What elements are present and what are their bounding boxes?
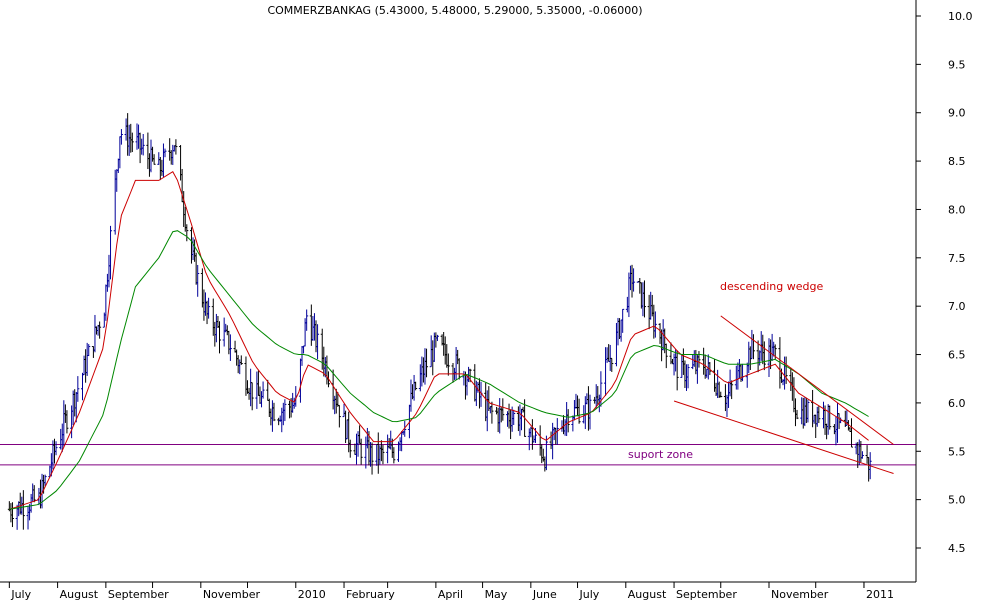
x-tick-label: August (628, 588, 667, 601)
x-tick-label: September (108, 588, 169, 601)
y-tick-label: 7.0 (948, 300, 966, 313)
y-tick-label: 8.5 (948, 155, 966, 168)
wedge-line-0 (720, 315, 894, 445)
y-tick-label: 4.5 (948, 542, 966, 555)
y-tick-label: 9.5 (948, 58, 966, 71)
x-tick-label: August (60, 588, 99, 601)
wedge-annotation: descending wedge (720, 280, 823, 293)
y-tick-label: 7.5 (948, 252, 966, 265)
y-tick-label: 5.5 (948, 445, 966, 458)
x-tick-label: February (346, 588, 395, 601)
x-tick-label: September (676, 588, 737, 601)
support-zone-annotation: suport zone (628, 448, 693, 461)
x-tick-label: April (438, 588, 463, 601)
x-tick-label: November (203, 588, 261, 601)
x-tick-label: June (532, 588, 557, 601)
moving-average-line-1 (9, 230, 869, 510)
x-tick-label: July (10, 588, 31, 601)
x-tick-label: 2011 (866, 588, 894, 601)
moving-average-line-0 (9, 170, 869, 510)
x-tick-label: November (771, 588, 829, 601)
wedge-line-1 (673, 400, 894, 474)
chart-title: COMMERZBANKAG (5.43000, 5.48000, 5.29000… (267, 4, 642, 17)
x-tick-label: 2010 (298, 588, 326, 601)
y-tick-label: 6.0 (948, 397, 966, 410)
y-tick-label: 5.0 (948, 494, 966, 507)
y-tick-label: 8.0 (948, 203, 966, 216)
y-tick-label: 6.5 (948, 349, 966, 362)
plot-area (0, 113, 916, 530)
x-tick-label: May (485, 588, 508, 601)
y-tick-label: 10.0 (948, 10, 973, 23)
y-tick-label: 9.0 (948, 107, 966, 120)
x-tick-label: July (579, 588, 600, 601)
axes: 10.0 9.5 9.0 8.5 8.0 7.5 7.0 6.5 6.0 5.5 5.0 4.5 Jul… (0, 0, 973, 601)
